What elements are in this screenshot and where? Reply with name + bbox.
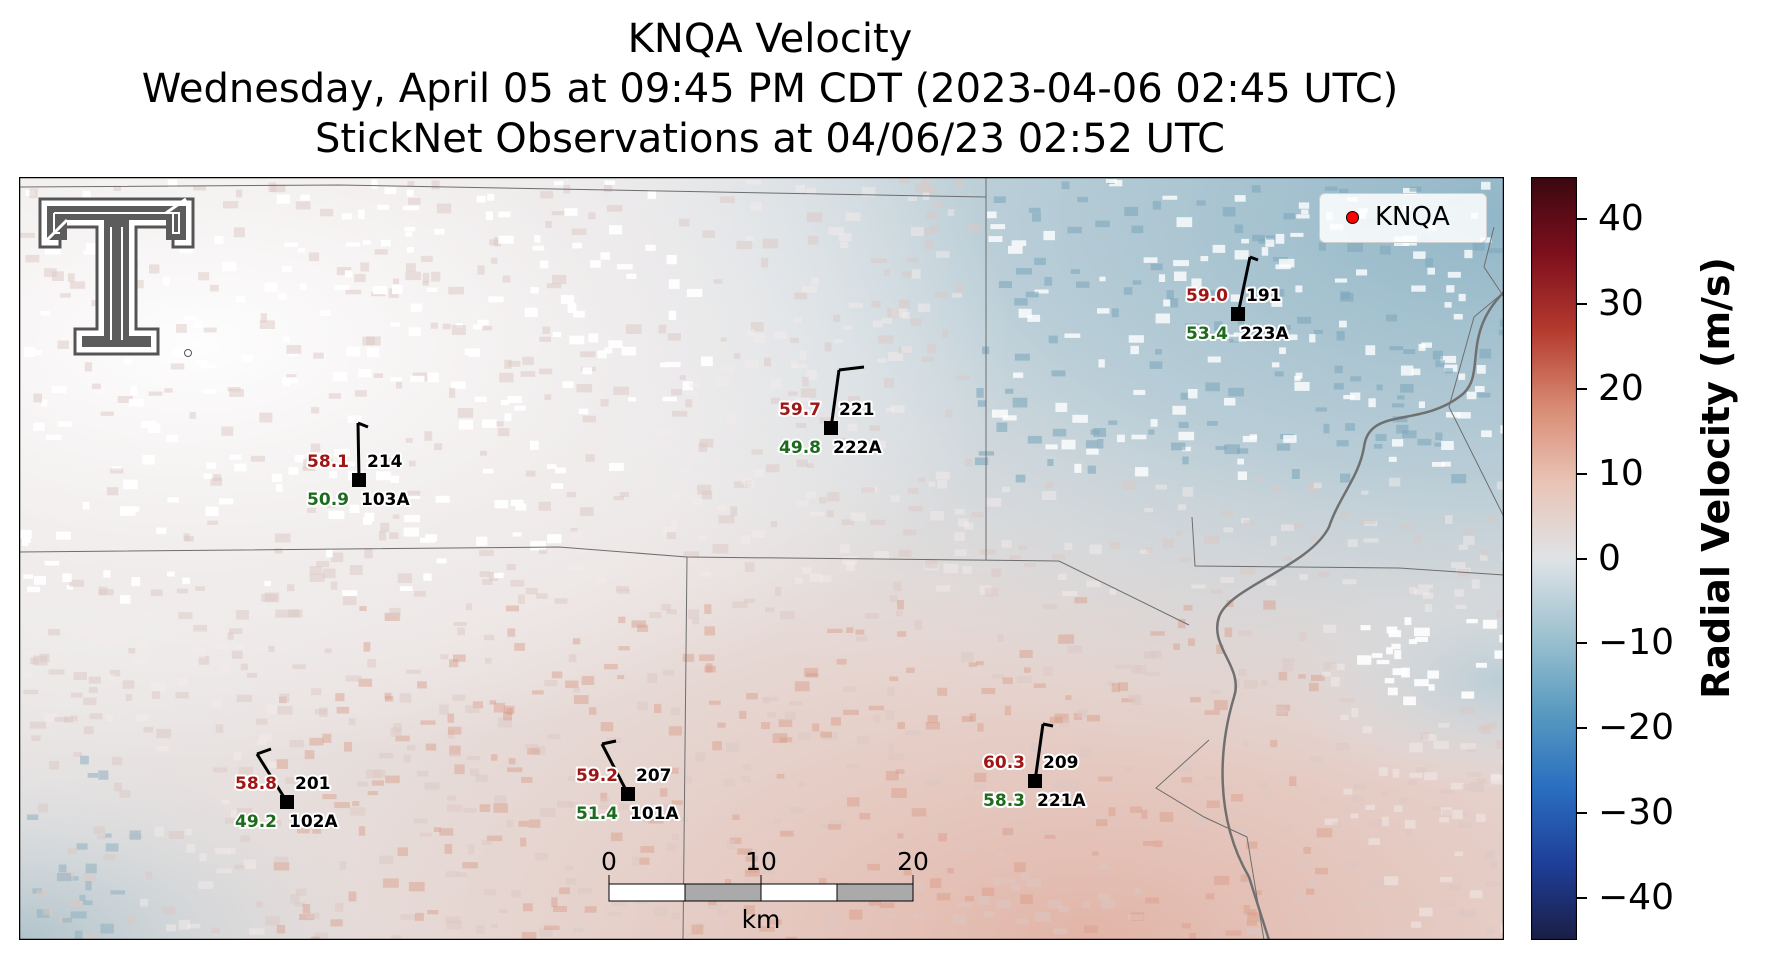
wind-barb-staff <box>356 422 361 481</box>
station-temperature: 59.0 <box>1186 286 1228 306</box>
station-temperature: 60.3 <box>983 753 1025 773</box>
station-temperature: 58.8 <box>235 774 277 794</box>
colorbar-tick-label: −20 <box>1598 707 1674 749</box>
station-101A[interactable]: 59.2 207 51.4 101A <box>574 739 681 826</box>
colorbar-tick-label: 30 <box>1598 283 1644 325</box>
colorbar-tick-label: 20 <box>1598 367 1644 409</box>
station-marker <box>824 421 838 435</box>
chart-subtitle-obs: StickNet Observations at 04/06/23 02:52 … <box>315 116 1225 162</box>
chart-title: KNQA Velocity <box>627 16 913 62</box>
radar-map[interactable]: 58.1 214 50.9 103A 59.7 221 49.8 222A 59.0 191 53.… <box>19 177 1504 940</box>
colorbar-tick-label: −30 <box>1598 791 1674 833</box>
wind-barb-flag <box>1249 255 1259 262</box>
radar-site-marker-icon <box>1346 211 1359 224</box>
station-wind-direction: 221 <box>839 400 875 420</box>
station-id: 101A <box>630 804 679 824</box>
county-boundaries <box>19 177 1504 940</box>
colorbar-tick-mark <box>1577 472 1587 475</box>
station-dewpoint: 58.3 <box>983 791 1025 811</box>
station-wind-direction: 191 <box>1246 286 1282 306</box>
velocity-field <box>19 177 1504 940</box>
radar-legend: KNQA <box>1319 193 1487 243</box>
colorbar-tick-mark <box>1577 727 1587 730</box>
colorbar-tick-label: −40 <box>1598 876 1674 918</box>
wind-barb-staff <box>255 753 289 803</box>
station-dewpoint: 49.2 <box>235 812 277 832</box>
station-103A[interactable]: 58.1 214 50.9 103A <box>305 421 412 512</box>
wind-barb-staff <box>829 369 841 429</box>
colorbar-label: Radial Velocity (m/s) <box>1694 257 1738 699</box>
station-id: 222A <box>833 438 882 458</box>
station-wind-direction: 209 <box>1043 753 1079 773</box>
station-222A[interactable]: 59.7 221 49.8 222A <box>777 365 884 460</box>
station-id: 102A <box>289 812 338 832</box>
colorbar <box>1531 177 1577 940</box>
station-wind-direction: 201 <box>295 774 331 794</box>
wind-barb-flag <box>601 739 617 746</box>
highway-line <box>1216 291 1504 940</box>
station-dewpoint: 53.4 <box>1186 324 1228 344</box>
colorbar-tick-mark <box>1577 642 1587 645</box>
colorbar-tick-label: 40 <box>1598 198 1644 240</box>
station-wind-direction: 214 <box>367 452 403 472</box>
colorbar-tick-label: 0 <box>1598 537 1621 579</box>
station-temperature: 59.2 <box>576 766 618 786</box>
colorbar-tick-mark <box>1577 303 1587 306</box>
station-marker <box>1231 307 1245 321</box>
wind-barb-flag <box>256 747 272 756</box>
station-marker <box>352 473 366 487</box>
station-marker <box>280 795 294 809</box>
wind-barb-flag <box>838 365 865 372</box>
station-id: 221A <box>1037 791 1086 811</box>
colorbar-tick-mark <box>1577 557 1587 560</box>
colorbar-tick-mark <box>1577 218 1587 221</box>
wind-barb-flag <box>1042 722 1054 728</box>
map-frame <box>19 177 1504 940</box>
colorbar-tick-mark <box>1577 811 1587 814</box>
colorbar-tick-mark <box>1577 387 1587 390</box>
station-marker <box>621 787 635 801</box>
scale-unit: km <box>742 905 781 934</box>
scale-tick-20: 20 <box>897 847 929 876</box>
wind-barb-flag <box>357 421 369 429</box>
station-221A[interactable]: 60.3 209 58.3 221A <box>981 722 1088 813</box>
station-dewpoint: 49.8 <box>779 438 821 458</box>
station-temperature: 58.1 <box>307 452 349 472</box>
station-223A[interactable]: 59.0 191 53.4 223A <box>1184 255 1291 346</box>
scale-tick-10: 10 <box>745 847 777 876</box>
scale-tick-0: 0 <box>601 847 617 876</box>
chart-subtitle-time: Wednesday, April 05 at 09:45 PM CDT (202… <box>141 66 1399 112</box>
wind-barb-staff <box>1033 723 1045 782</box>
wind-barb-staff <box>1236 256 1252 315</box>
station-id: 103A <box>361 490 410 510</box>
station-temperature: 59.7 <box>779 400 821 420</box>
station-wind-direction: 207 <box>636 766 672 786</box>
sticknet-stations: 58.1 214 50.9 103A 59.7 221 49.8 222A 59.0 191 53.… <box>233 255 1291 834</box>
station-102A[interactable]: 58.8 201 49.2 102A <box>233 747 340 834</box>
station-dewpoint: 50.9 <box>307 490 349 510</box>
colorbar-tick-mark <box>1577 896 1587 899</box>
station-dewpoint: 51.4 <box>576 804 618 824</box>
scale-bar: 0 10 20 km <box>601 847 929 934</box>
colorbar-tick-label: 10 <box>1598 452 1644 494</box>
station-id: 223A <box>1240 324 1289 344</box>
legend-label: KNQA <box>1375 202 1450 232</box>
wind-barb-staff <box>600 743 630 795</box>
colorbar-tick-label: −10 <box>1598 622 1674 664</box>
station-marker <box>1028 774 1042 788</box>
texas-tech-double-t-logo-icon <box>38 197 195 357</box>
